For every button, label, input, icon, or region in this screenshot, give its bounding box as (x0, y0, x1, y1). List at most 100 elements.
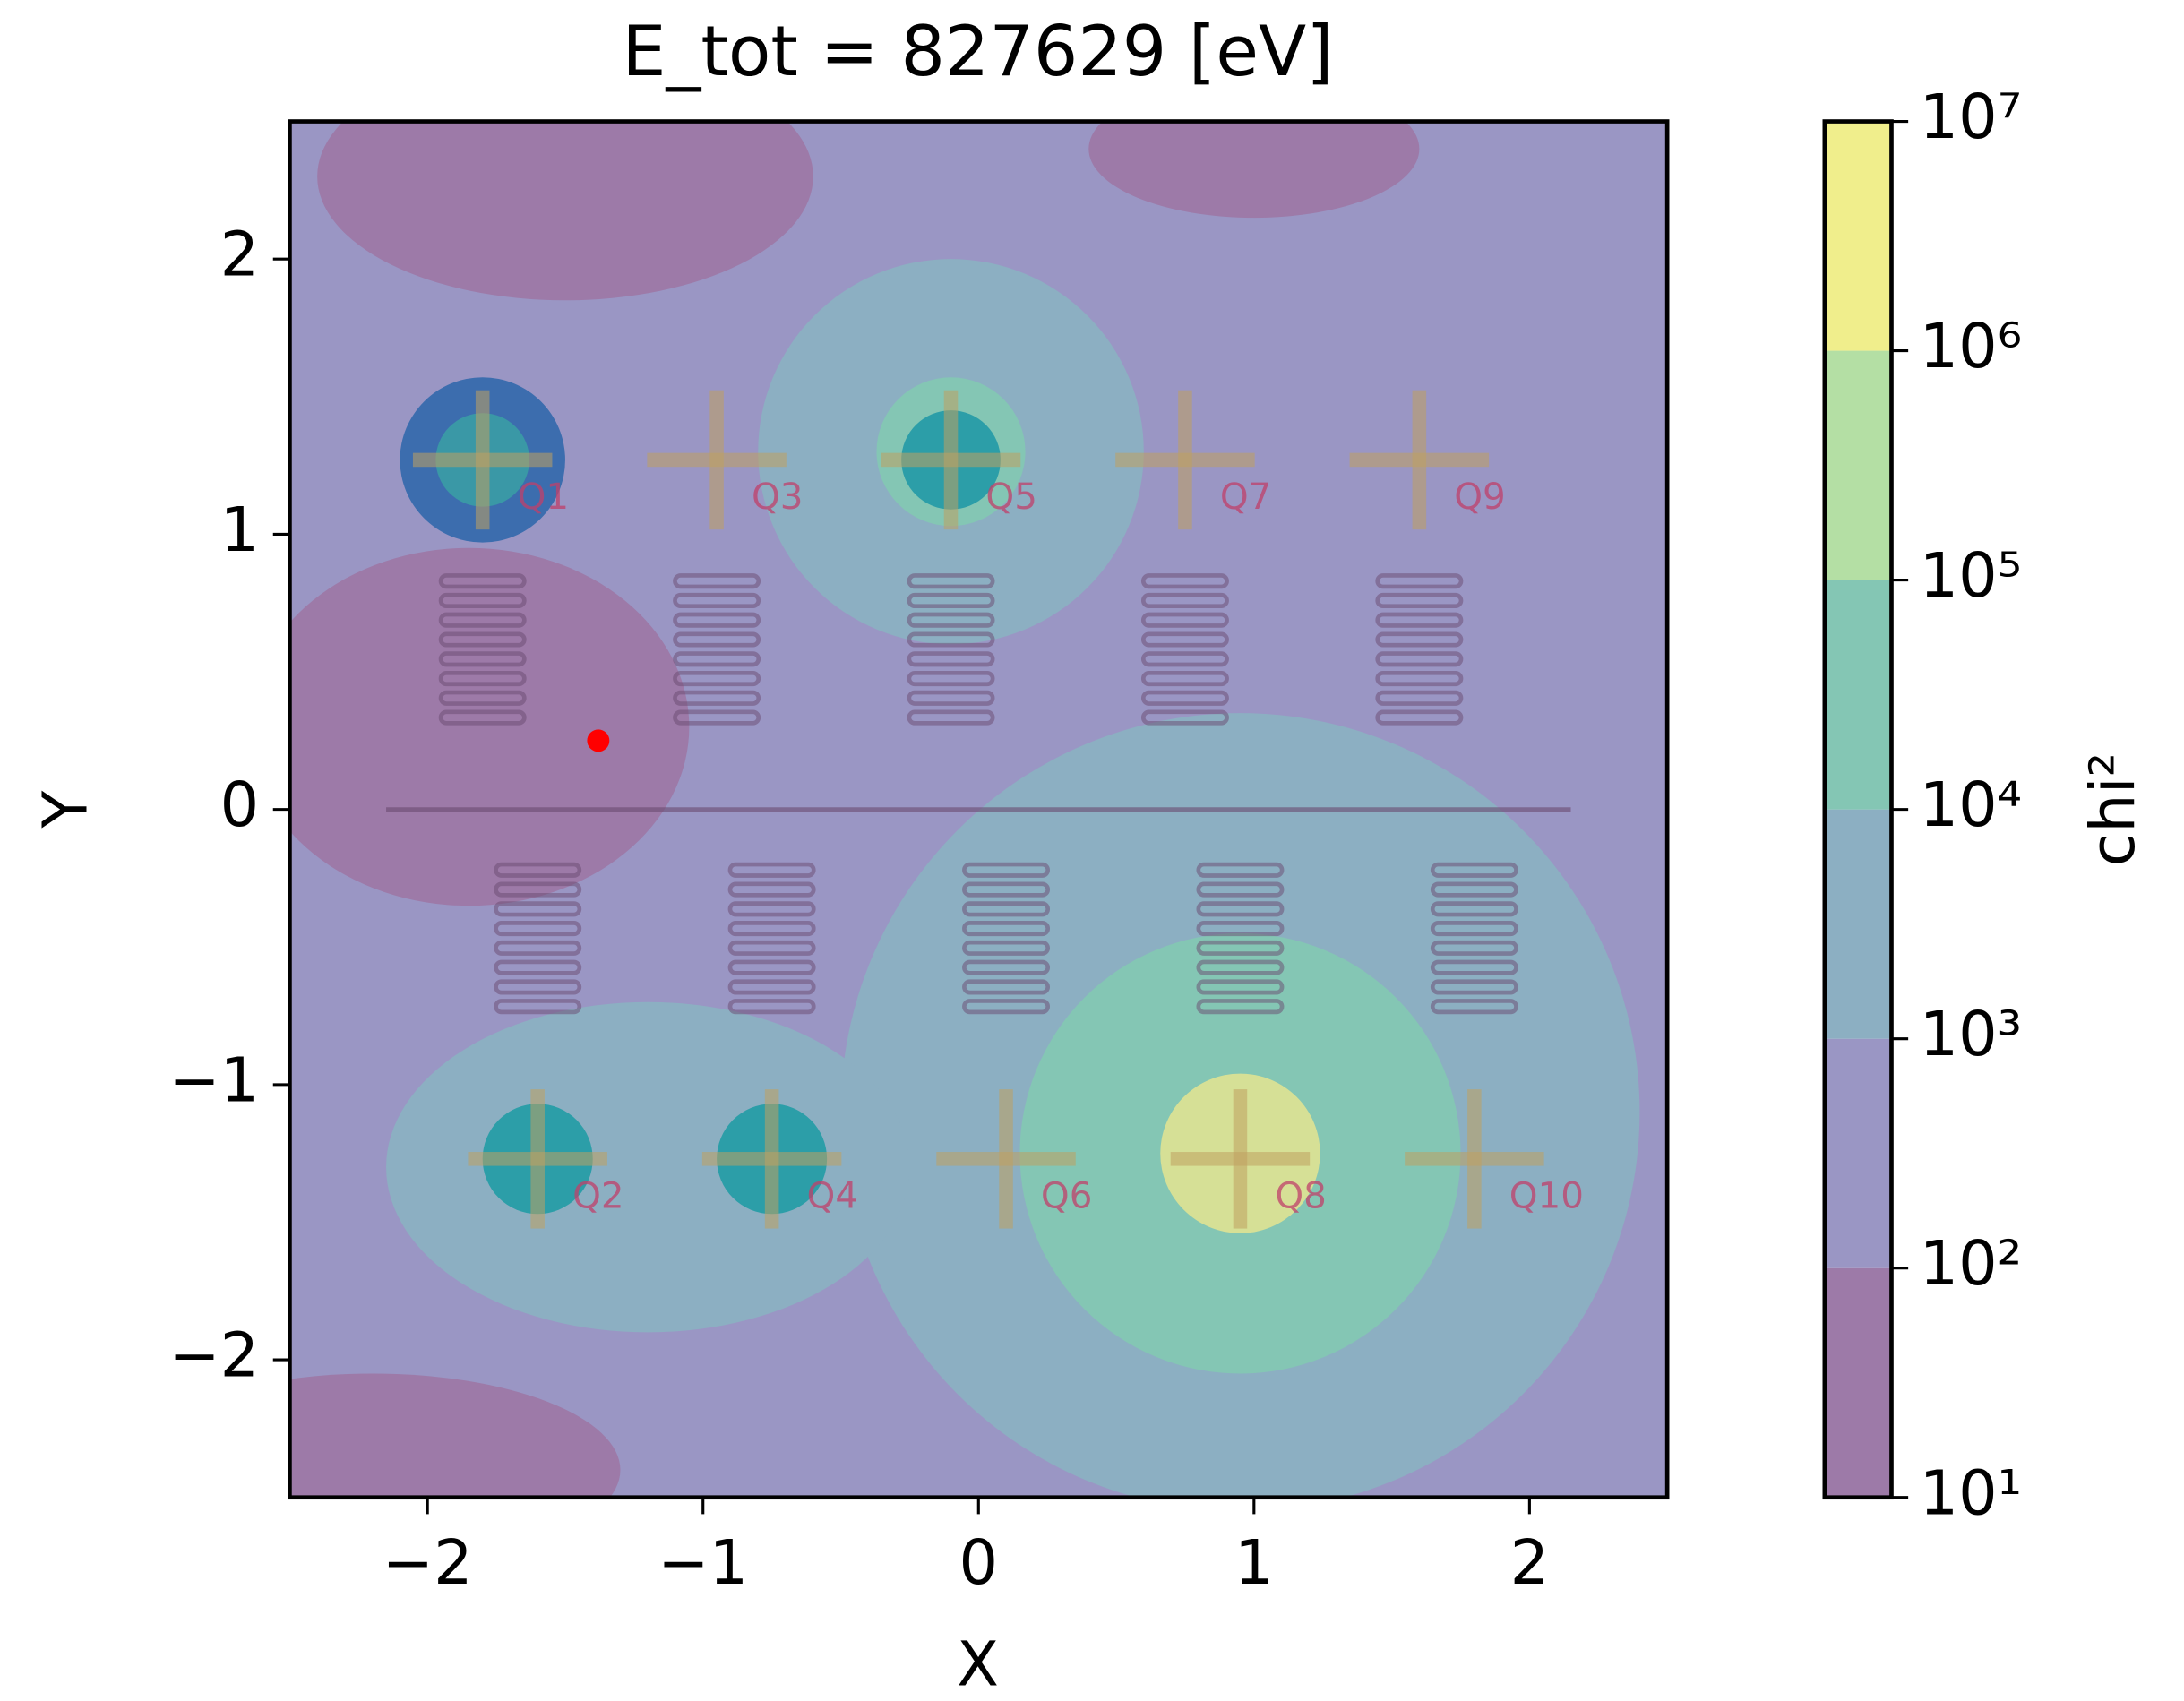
resonator (727, 959, 816, 975)
resonator (1140, 592, 1229, 609)
colorbar-band (1824, 1038, 1892, 1268)
qubit-cross (475, 390, 490, 530)
colorbar-band (1824, 121, 1892, 351)
resonator (727, 999, 816, 1015)
resonator (1140, 690, 1229, 706)
resonator (494, 862, 582, 878)
colorbar-tick-label: 10⁶ (1920, 312, 2022, 382)
resonator (1430, 979, 1518, 995)
y-tick-label: 2 (220, 220, 260, 291)
resonator (438, 670, 527, 687)
resonator (962, 979, 1051, 995)
resonator (494, 979, 582, 995)
resonator (1196, 999, 1285, 1015)
resonator (673, 573, 761, 589)
resonator (1196, 881, 1285, 898)
resonator (494, 921, 582, 937)
x-tick-label: −1 (658, 1528, 748, 1599)
qubit-cross (943, 390, 959, 530)
contour-region (1088, 121, 1420, 219)
resonator (673, 631, 761, 648)
resonator (1140, 631, 1229, 648)
qubit-cross (1233, 1089, 1248, 1229)
chart-title: E_tot = 827629 [eV] (622, 12, 1333, 92)
resonator (438, 612, 527, 628)
resonator (1375, 670, 1464, 687)
resonator (907, 573, 995, 589)
resonator (1196, 921, 1285, 937)
contour-region (289, 1373, 621, 1498)
resonator (1430, 881, 1518, 898)
colorbar-band (1824, 580, 1892, 810)
resonator (1430, 921, 1518, 937)
resonator (962, 921, 1051, 937)
resonator (673, 670, 761, 687)
resonator (1375, 631, 1464, 648)
qubit-label: Q8 (1275, 1173, 1327, 1216)
resonator (727, 901, 816, 917)
qubit-label: Q9 (1454, 475, 1506, 518)
resonator (1140, 573, 1229, 589)
resonator (494, 959, 582, 975)
x-tick-label: −2 (383, 1528, 473, 1599)
resonator (1375, 592, 1464, 609)
resonator (1196, 979, 1285, 995)
resonator (438, 651, 527, 667)
resonator (907, 670, 995, 687)
resonator (494, 881, 582, 898)
resonator (1140, 670, 1229, 687)
qubit-cross (1467, 1089, 1482, 1229)
resonator (962, 862, 1051, 878)
resonator (1375, 651, 1464, 667)
resonator (907, 631, 995, 648)
resonator (438, 690, 527, 706)
resonator (1430, 999, 1518, 1015)
resonator (962, 901, 1051, 917)
resonator (1196, 901, 1285, 917)
qubit-label: Q7 (1220, 475, 1272, 518)
resonator (438, 631, 527, 648)
qubit-cross (1178, 390, 1192, 530)
resonator (1430, 940, 1518, 956)
qubit-cross (530, 1089, 545, 1229)
qubit-cross (709, 390, 724, 530)
resonator (727, 979, 816, 995)
colorbar-label: chi² (2078, 752, 2149, 866)
resonator (907, 651, 995, 667)
qubit-label: Q4 (806, 1173, 858, 1216)
resonator (438, 592, 527, 609)
resonator (907, 612, 995, 628)
resonator (727, 881, 816, 898)
resonator (1375, 612, 1464, 628)
resonator (1196, 959, 1285, 975)
resonator (962, 959, 1051, 975)
contour-layer: Q1 Q2 Q3 Q4 Q5 Q6 Q7 Q8 Q9 Q10 (289, 121, 1668, 1498)
colorbar-tick-label: 10⁴ (1920, 770, 2022, 841)
colorbar-tick-label: 10⁵ (1920, 541, 2022, 612)
y-tick-label: −1 (168, 1045, 259, 1116)
resonator (673, 592, 761, 609)
resonator (673, 709, 761, 726)
resonator (1430, 901, 1518, 917)
resonator (1375, 573, 1464, 589)
qubit-label: Q3 (752, 475, 804, 518)
resonator (727, 940, 816, 956)
x-axis-label: X (957, 1630, 999, 1701)
resonator (907, 709, 995, 726)
resonator (1140, 709, 1229, 726)
y-tick-label: 0 (220, 770, 260, 841)
x-tick-label: 0 (959, 1528, 999, 1599)
resonator (673, 651, 761, 667)
point (587, 729, 610, 752)
resonator (1375, 690, 1464, 706)
resonator (494, 901, 582, 917)
colorbar-band (1824, 1267, 1892, 1498)
qubit-label: Q1 (518, 475, 570, 518)
resonator (1375, 709, 1464, 726)
y-tick-label: −2 (168, 1321, 259, 1392)
resonator (1430, 862, 1518, 878)
resonator (727, 921, 816, 937)
qubit-cross (999, 1089, 1013, 1229)
resonator (438, 573, 527, 589)
resonator (1430, 959, 1518, 975)
